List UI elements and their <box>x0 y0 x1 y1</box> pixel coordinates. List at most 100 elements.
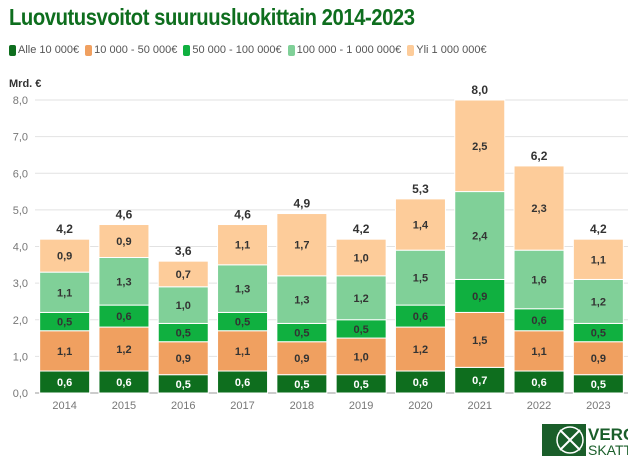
legend-label: 50 000 - 100 000€ <box>192 44 282 56</box>
legend-item: 100 000 - 1 000 000€ <box>287 44 401 56</box>
data-label: 0,6 <box>413 377 428 389</box>
total-label: 8,0 <box>471 83 488 97</box>
bar-segment <box>335 275 387 321</box>
data-label: 0,5 <box>294 379 309 391</box>
data-label: 1,1 <box>591 254 606 266</box>
y-axis-label: Mrd. € <box>9 78 42 90</box>
bar-segment <box>157 260 209 288</box>
legend-swatch <box>407 44 415 56</box>
data-label: 1,5 <box>472 335 487 347</box>
bar-segment <box>394 198 446 251</box>
data-label: 1,1 <box>531 346 546 358</box>
total-label: 6,2 <box>531 149 548 163</box>
total-label: 4,2 <box>353 222 370 236</box>
x-tick-label: 2022 <box>527 400 551 412</box>
x-tick-label: 2015 <box>112 400 136 412</box>
y-tick-label: 2,0 <box>13 315 28 327</box>
data-label: 0,6 <box>235 377 250 389</box>
data-label: 1,1 <box>235 240 250 252</box>
bar-segment <box>454 191 506 280</box>
bar-segment <box>454 366 506 394</box>
bar-segment <box>513 249 565 310</box>
bar-segment <box>454 99 506 193</box>
y-tick-label: 3,0 <box>13 278 28 290</box>
x-tick-label: 2014 <box>52 400 76 412</box>
legend-item: 50 000 - 100 000€ <box>183 44 282 56</box>
bar-segment <box>513 330 565 372</box>
data-label: 0,9 <box>176 353 191 365</box>
data-label: 0,9 <box>294 353 309 365</box>
bar-segment <box>572 341 624 376</box>
bar-segment <box>335 238 387 277</box>
svg-text:VERO: VERO <box>588 425 628 444</box>
x-tick-label: 2016 <box>171 400 195 412</box>
legend-swatch <box>183 44 191 56</box>
data-label: 0,6 <box>413 311 428 323</box>
data-label: 1,4 <box>413 220 429 232</box>
y-tick-label: 7,0 <box>13 132 28 144</box>
data-label: 0,6 <box>116 377 131 389</box>
data-label: 2,3 <box>531 203 546 215</box>
bar-segment <box>454 311 506 368</box>
data-label: 1,3 <box>294 295 309 307</box>
y-tick-label: 4,0 <box>13 242 28 254</box>
data-label: 0,5 <box>591 379 606 391</box>
data-label: 0,5 <box>591 328 606 340</box>
total-label: 4,2 <box>590 222 607 236</box>
bar-segment <box>157 286 209 324</box>
legend-label: Yli 1 000 000€ <box>416 44 487 56</box>
data-label: 0,7 <box>472 375 487 387</box>
y-tick-label: 1,0 <box>13 351 28 363</box>
data-label: 1,1 <box>57 346 72 358</box>
data-label: 0,5 <box>57 317 72 329</box>
data-label: 0,9 <box>57 251 72 263</box>
data-label: 1,3 <box>116 276 131 288</box>
bar-segment <box>394 326 446 372</box>
bar-segment <box>394 249 446 306</box>
data-label: 0,6 <box>531 315 546 327</box>
vero-skatt-logo: VERO SKATT <box>542 422 628 458</box>
data-label: 0,5 <box>354 379 369 391</box>
svg-text:SKATT: SKATT <box>588 442 628 458</box>
legend-swatch <box>85 44 93 56</box>
data-label: 0,5 <box>354 324 369 336</box>
data-label: 1,0 <box>354 351 369 363</box>
y-tick-label: 8,0 <box>13 95 28 107</box>
data-label: 1,6 <box>531 274 546 286</box>
data-label: 0,9 <box>116 236 131 248</box>
data-label: 1,0 <box>176 300 191 312</box>
total-label: 4,9 <box>294 197 311 211</box>
y-tick-label: 5,0 <box>13 205 28 217</box>
total-label: 4,6 <box>234 208 251 222</box>
data-label: 1,0 <box>354 252 369 264</box>
legend-item: 10 000 - 50 000€ <box>85 44 177 56</box>
data-label: 2,4 <box>472 231 488 243</box>
bar-segment <box>276 341 328 376</box>
data-label: 1,2 <box>354 293 369 305</box>
data-label: 0,5 <box>176 379 191 391</box>
data-label: 0,5 <box>294 328 309 340</box>
bar-segment <box>39 238 91 273</box>
data-label: 0,5 <box>235 317 250 329</box>
data-label: 0,6 <box>57 377 72 389</box>
data-label: 0,7 <box>176 269 191 281</box>
data-label: 1,2 <box>591 296 606 308</box>
data-label: 1,1 <box>57 287 72 299</box>
y-tick-label: 6,0 <box>13 168 28 180</box>
data-label: 0,5 <box>176 328 191 340</box>
data-label: 1,5 <box>413 273 428 285</box>
x-tick-label: 2018 <box>290 400 314 412</box>
legend-swatch <box>287 44 295 56</box>
x-tick-label: 2021 <box>468 400 492 412</box>
y-tick-label: 0,0 <box>13 388 28 400</box>
x-tick-label: 2017 <box>230 400 254 412</box>
legend-item: Yli 1 000 000€ <box>407 44 487 56</box>
bar-segment <box>98 256 150 306</box>
total-label: 5,3 <box>412 182 429 196</box>
data-label: 2,5 <box>472 141 487 153</box>
data-label: 0,9 <box>591 353 606 365</box>
bar-segment <box>572 278 624 324</box>
x-tick-label: 2019 <box>349 400 373 412</box>
data-label: 1,2 <box>116 344 131 356</box>
